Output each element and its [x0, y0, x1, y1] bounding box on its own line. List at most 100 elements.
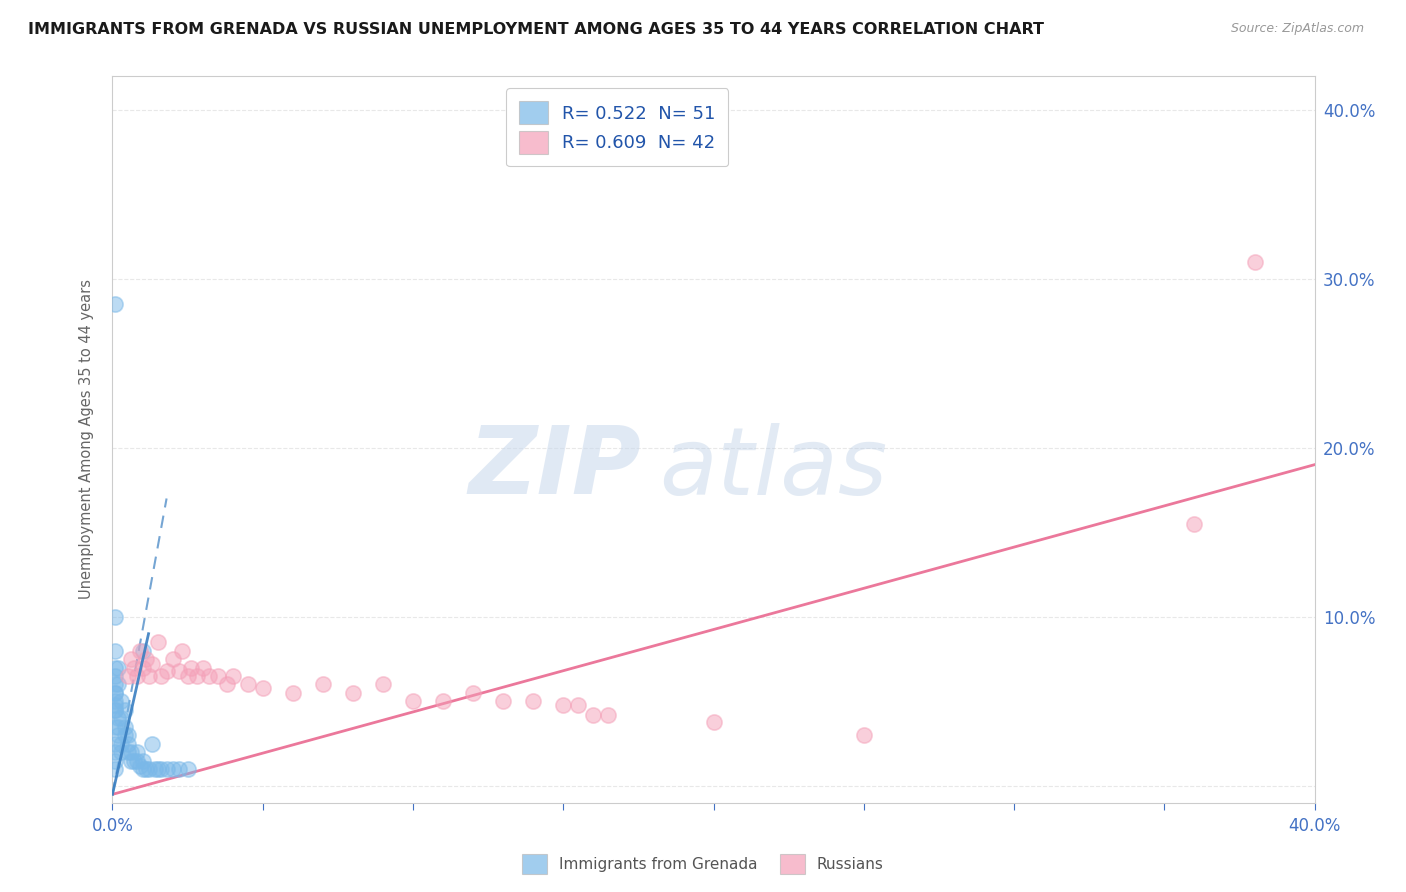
- Point: [162, 652, 184, 666]
- Point: [131, 643, 153, 657]
- Y-axis label: Unemployment Among Ages 35 to 44 years: Unemployment Among Ages 35 to 44 years: [79, 279, 94, 599]
- Point: [128, 643, 150, 657]
- Point: [114, 728, 136, 742]
- Point: [461, 686, 484, 700]
- Point: [222, 669, 245, 683]
- Point: [167, 762, 190, 776]
- Point: [110, 711, 132, 725]
- Point: [104, 754, 127, 768]
- Point: [104, 698, 127, 712]
- Point: [146, 635, 169, 649]
- Point: [252, 681, 274, 695]
- Point: [114, 703, 136, 717]
- Point: [197, 669, 219, 683]
- Point: [281, 686, 304, 700]
- Point: [141, 657, 163, 672]
- Point: [125, 754, 148, 768]
- Point: [852, 728, 875, 742]
- Point: [149, 762, 172, 776]
- Point: [104, 703, 127, 717]
- Point: [598, 707, 620, 722]
- Point: [104, 297, 127, 311]
- Point: [155, 762, 177, 776]
- Text: atlas: atlas: [659, 423, 887, 514]
- Point: [215, 677, 238, 691]
- Point: [432, 694, 454, 708]
- Point: [104, 677, 127, 691]
- Point: [107, 677, 129, 691]
- Point: [312, 677, 335, 691]
- Point: [125, 669, 148, 683]
- Point: [114, 720, 136, 734]
- Point: [162, 762, 184, 776]
- Legend: R= 0.522  N= 51, R= 0.609  N= 42: R= 0.522 N= 51, R= 0.609 N= 42: [506, 88, 728, 167]
- Point: [402, 694, 425, 708]
- Point: [176, 669, 198, 683]
- Point: [117, 737, 139, 751]
- Point: [131, 762, 153, 776]
- Point: [107, 728, 129, 742]
- Point: [155, 664, 177, 678]
- Point: [135, 652, 157, 666]
- Point: [167, 664, 190, 678]
- Point: [122, 754, 145, 768]
- Point: [120, 745, 142, 759]
- Point: [1243, 254, 1265, 268]
- Point: [104, 745, 127, 759]
- Point: [371, 677, 394, 691]
- Point: [236, 677, 259, 691]
- Text: ZIP: ZIP: [468, 423, 641, 515]
- Point: [110, 745, 132, 759]
- Point: [138, 762, 160, 776]
- Point: [104, 660, 127, 674]
- Point: [122, 660, 145, 674]
- Point: [110, 694, 132, 708]
- Point: [104, 610, 127, 624]
- Point: [131, 754, 153, 768]
- Point: [143, 762, 166, 776]
- Point: [128, 758, 150, 772]
- Point: [191, 660, 214, 674]
- Point: [104, 762, 127, 776]
- Point: [104, 703, 127, 717]
- Point: [107, 711, 129, 725]
- Point: [104, 669, 127, 683]
- Point: [107, 720, 129, 734]
- Text: IMMIGRANTS FROM GRENADA VS RUSSIAN UNEMPLOYMENT AMONG AGES 35 TO 44 YEARS CORREL: IMMIGRANTS FROM GRENADA VS RUSSIAN UNEMP…: [28, 22, 1045, 37]
- Point: [553, 698, 575, 712]
- Point: [186, 669, 208, 683]
- Point: [138, 669, 160, 683]
- Point: [176, 762, 198, 776]
- Point: [146, 762, 169, 776]
- Legend: Immigrants from Grenada, Russians: Immigrants from Grenada, Russians: [516, 848, 890, 880]
- Point: [104, 686, 127, 700]
- Point: [104, 686, 127, 700]
- Point: [117, 728, 139, 742]
- Point: [104, 694, 127, 708]
- Point: [567, 698, 589, 712]
- Point: [117, 745, 139, 759]
- Point: [125, 745, 148, 759]
- Point: [104, 720, 127, 734]
- Point: [702, 714, 725, 729]
- Point: [110, 737, 132, 751]
- Point: [207, 669, 229, 683]
- Point: [104, 737, 127, 751]
- Point: [522, 694, 544, 708]
- Point: [107, 660, 129, 674]
- Point: [170, 643, 193, 657]
- Point: [342, 686, 364, 700]
- Point: [120, 754, 142, 768]
- Point: [135, 762, 157, 776]
- Text: Source: ZipAtlas.com: Source: ZipAtlas.com: [1230, 22, 1364, 36]
- Point: [141, 737, 163, 751]
- Point: [492, 694, 515, 708]
- Point: [1184, 516, 1206, 531]
- Point: [180, 660, 202, 674]
- Point: [149, 669, 172, 683]
- Point: [582, 707, 605, 722]
- Point: [117, 669, 139, 683]
- Point: [131, 660, 153, 674]
- Point: [120, 652, 142, 666]
- Point: [104, 643, 127, 657]
